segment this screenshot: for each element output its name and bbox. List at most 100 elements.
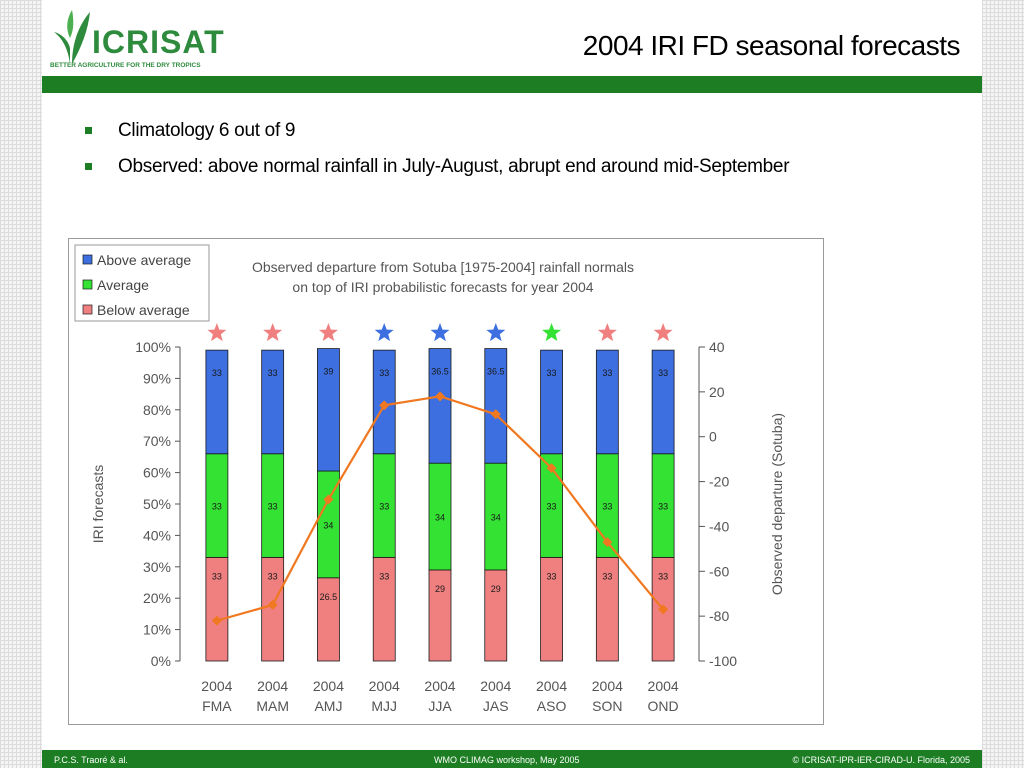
x-tick-label-year: 2004	[369, 678, 400, 694]
bar-value-label: 33	[547, 368, 557, 378]
bar-value-label: 33	[602, 502, 612, 512]
legend-swatch	[82, 304, 93, 315]
y2-tick-label: -60	[709, 563, 729, 579]
header-divider-bar	[42, 76, 982, 93]
legend-swatch	[82, 254, 93, 265]
bar-value-label: 33	[547, 502, 557, 512]
x-tick-label-year: 2004	[648, 678, 679, 694]
x-tick-label-season: JAS	[483, 698, 509, 714]
bar-segment-above	[540, 349, 563, 455]
slide: ICRISAT BETTER AGRICULTURE FOR THE DRY T…	[42, 0, 982, 768]
chart-title: Observed departure from Sotuba [1975-200…	[252, 259, 634, 275]
legend-label: Above average	[97, 252, 191, 268]
star-above-icon	[374, 323, 394, 342]
y-tick-label: 70%	[143, 433, 171, 449]
bar-value-label: 33	[602, 368, 612, 378]
x-tick-label-year: 2004	[424, 678, 455, 694]
y2-tick-label: 40	[709, 339, 725, 355]
bar-value-label: 34	[435, 513, 445, 523]
y-tick-label: 0%	[151, 653, 171, 669]
observed-departure-point	[435, 391, 445, 402]
y-tick-label: 60%	[143, 465, 171, 481]
chart-container: 33 33 33 33 33 33 26.5 34 39 33 33 33 29 34 36.5 29 34 36…	[68, 238, 824, 725]
x-tick-label-season: MJJ	[371, 698, 397, 714]
star-above-icon	[430, 323, 450, 342]
y-tick-label: 100%	[135, 339, 171, 355]
bar-segment-above	[261, 349, 285, 455]
bar-value-label: 34	[491, 513, 501, 523]
x-tick-label-season: OND	[648, 698, 679, 714]
leaf-icon	[54, 10, 90, 64]
y-tick-label: 80%	[143, 402, 171, 418]
bullet-square-icon	[85, 163, 92, 170]
bar-value-label: 33	[212, 368, 222, 378]
observed-departure-point	[323, 494, 334, 505]
x-tick-label-season: AMJ	[314, 698, 342, 714]
bar-value-label: 33	[602, 571, 612, 581]
y2-tick-label: 20	[709, 384, 725, 400]
bar-value-label: 33	[379, 368, 389, 378]
bar-segment-above	[205, 349, 229, 455]
footer-author: P.C.S. Traoré & al.	[54, 755, 128, 765]
stacked-bar-chart: 33 33 33 33 33 33 26.5 34 39 33 33 33 29 34 36.5 29 34 36…	[74, 244, 785, 714]
bullet-item: Climatology 6 out of 9	[80, 120, 789, 156]
logo-wordmark: ICRISAT	[92, 24, 225, 60]
star-below-icon	[263, 323, 283, 342]
bar-value-label: 36.5	[431, 367, 449, 377]
bar-value-label: 33	[212, 571, 222, 581]
x-tick-label-year: 2004	[480, 678, 511, 694]
x-tick-label-season: JJA	[428, 698, 452, 714]
y-tick-label: 30%	[143, 559, 171, 575]
y2-tick-label: -80	[709, 608, 729, 624]
bar-value-label: 33	[268, 368, 278, 378]
chart-subtitle: on top of IRI probabilistic forecasts fo…	[292, 279, 593, 295]
bar-segment-above	[651, 349, 675, 455]
footer-bar: P.C.S. Traoré & al. WMO CLIMAG workshop,…	[42, 750, 982, 768]
observed-departure-point	[211, 615, 222, 626]
bar-value-label: 33	[547, 571, 557, 581]
y2-tick-label: -20	[709, 474, 729, 490]
bar-value-label: 34	[323, 520, 333, 530]
bar-value-label: 29	[491, 584, 501, 594]
x-tick-label-season: SON	[592, 698, 622, 714]
bullet-text: Climatology 6 out of 9	[118, 120, 296, 141]
star-below-icon	[318, 323, 338, 342]
observed-departure-point	[267, 599, 278, 610]
bar-value-label: 36.5	[487, 367, 505, 377]
legend-box	[74, 244, 210, 322]
y2-tick-label: 0	[709, 429, 717, 445]
footer-copyright: © ICRISAT-IPR-IER-CIRAD-U. Florida, 2005	[792, 755, 971, 765]
observed-departure-point	[602, 537, 613, 548]
bar-value-label: 26.5	[320, 592, 338, 602]
left-side-pattern	[0, 0, 42, 768]
x-tick-label-season: FMA	[202, 698, 232, 714]
right-side-pattern	[982, 0, 1024, 768]
x-tick-label-year: 2004	[592, 678, 623, 694]
bullet-item: Observed: above normal rainfall in July-…	[80, 156, 790, 192]
legend-label: Average	[97, 277, 149, 293]
footer-event: WMO CLIMAG workshop, May 2005	[434, 755, 580, 765]
x-tick-label-year: 2004	[536, 678, 567, 694]
bar-value-label: 33	[212, 502, 222, 512]
y-tick-label: 10%	[143, 622, 171, 638]
bar-value-label: 39	[323, 367, 333, 377]
legend-swatch	[82, 279, 93, 290]
y2-axis-label: Observed departure (Sotuba)	[769, 413, 785, 595]
bar-value-label: 33	[658, 502, 668, 512]
star-above-icon	[486, 323, 506, 342]
observed-departure-point	[379, 400, 390, 411]
star-normal-icon	[542, 323, 562, 342]
x-tick-label-year: 2004	[257, 678, 288, 694]
logo-tagline: BETTER AGRICULTURE FOR THE DRY TROPICS	[50, 62, 201, 69]
y-tick-label: 40%	[143, 527, 171, 543]
star-below-icon	[653, 323, 673, 342]
observed-departure-point	[658, 604, 669, 615]
icrisat-logo: ICRISAT BETTER AGRICULTURE FOR THE DRY T…	[46, 4, 246, 70]
slide-title: 2004 IRI FD seasonal forecasts	[582, 30, 961, 61]
bar-value-label: 33	[658, 368, 668, 378]
bullet-text: Observed: above normal rainfall in July-…	[118, 156, 790, 177]
bar-value-label: 33	[268, 571, 278, 581]
bar-value-label: 33	[268, 502, 278, 512]
bar-segment-above	[595, 349, 619, 455]
bar-segment-above	[317, 348, 340, 472]
